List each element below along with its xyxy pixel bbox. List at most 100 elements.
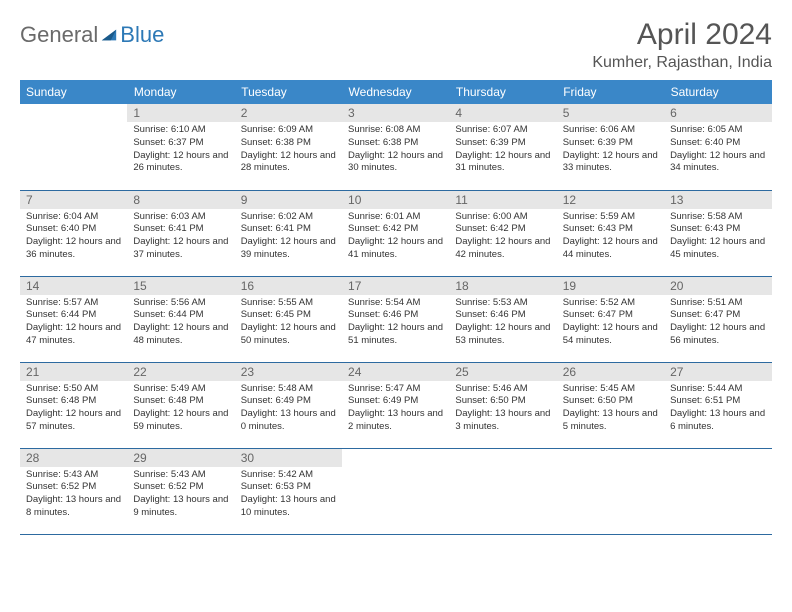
calendar-cell: 10Sunrise: 6:01 AMSunset: 6:42 PMDayligh…	[342, 190, 449, 276]
day-number: 19	[557, 277, 664, 295]
calendar-cell: 24Sunrise: 5:47 AMSunset: 6:49 PMDayligh…	[342, 362, 449, 448]
daylight-line: Daylight: 13 hours and 3 minutes.	[455, 408, 550, 434]
weekday-header: Wednesday	[342, 80, 449, 104]
day-number: 8	[127, 191, 234, 209]
sunset-line: Sunset: 6:39 PM	[563, 137, 658, 150]
sunset-line: Sunset: 6:40 PM	[26, 223, 121, 236]
day-number: 13	[664, 191, 771, 209]
daylight-line: Daylight: 12 hours and 39 minutes.	[241, 236, 336, 262]
day-content: Sunrise: 6:01 AMSunset: 6:42 PMDaylight:…	[342, 209, 449, 266]
day-content: Sunrise: 5:43 AMSunset: 6:52 PMDaylight:…	[127, 467, 234, 524]
calendar-cell: 13Sunrise: 5:58 AMSunset: 6:43 PMDayligh…	[664, 190, 771, 276]
calendar-cell: 1Sunrise: 6:10 AMSunset: 6:37 PMDaylight…	[127, 104, 234, 190]
calendar-row: 14Sunrise: 5:57 AMSunset: 6:44 PMDayligh…	[20, 276, 772, 362]
sunrise-line: Sunrise: 6:09 AM	[241, 124, 336, 137]
day-content: Sunrise: 6:04 AMSunset: 6:40 PMDaylight:…	[20, 209, 127, 266]
calendar-cell: 19Sunrise: 5:52 AMSunset: 6:47 PMDayligh…	[557, 276, 664, 362]
calendar-cell: 5Sunrise: 6:06 AMSunset: 6:39 PMDaylight…	[557, 104, 664, 190]
logo: General Blue	[20, 18, 164, 48]
daylight-line: Daylight: 12 hours and 33 minutes.	[563, 150, 658, 176]
day-content: Sunrise: 5:50 AMSunset: 6:48 PMDaylight:…	[20, 381, 127, 438]
sunrise-line: Sunrise: 6:03 AM	[133, 211, 228, 224]
day-content: Sunrise: 5:49 AMSunset: 6:48 PMDaylight:…	[127, 381, 234, 438]
day-number: 1	[127, 104, 234, 122]
sunset-line: Sunset: 6:43 PM	[563, 223, 658, 236]
sunrise-line: Sunrise: 5:43 AM	[133, 469, 228, 482]
day-number: 25	[449, 363, 556, 381]
day-number: 29	[127, 449, 234, 467]
sunrise-line: Sunrise: 6:07 AM	[455, 124, 550, 137]
daylight-line: Daylight: 12 hours and 37 minutes.	[133, 236, 228, 262]
sunrise-line: Sunrise: 6:04 AM	[26, 211, 121, 224]
sunrise-line: Sunrise: 5:51 AM	[670, 297, 765, 310]
day-number: 6	[664, 104, 771, 122]
day-content: Sunrise: 6:08 AMSunset: 6:38 PMDaylight:…	[342, 122, 449, 179]
sunset-line: Sunset: 6:47 PM	[563, 309, 658, 322]
sunset-line: Sunset: 6:52 PM	[133, 481, 228, 494]
calendar-cell: 21Sunrise: 5:50 AMSunset: 6:48 PMDayligh…	[20, 362, 127, 448]
day-number: 14	[20, 277, 127, 295]
title-block: April 2024 Kumher, Rajasthan, India	[592, 18, 772, 72]
daylight-line: Daylight: 12 hours and 54 minutes.	[563, 322, 658, 348]
daylight-line: Daylight: 12 hours and 28 minutes.	[241, 150, 336, 176]
daylight-line: Daylight: 13 hours and 6 minutes.	[670, 408, 765, 434]
sunrise-line: Sunrise: 5:42 AM	[241, 469, 336, 482]
day-number: 23	[235, 363, 342, 381]
sunset-line: Sunset: 6:40 PM	[670, 137, 765, 150]
daylight-line: Daylight: 12 hours and 30 minutes.	[348, 150, 443, 176]
calendar-header-row: SundayMondayTuesdayWednesdayThursdayFrid…	[20, 80, 772, 104]
day-number: 15	[127, 277, 234, 295]
sunset-line: Sunset: 6:45 PM	[241, 309, 336, 322]
sunrise-line: Sunrise: 5:43 AM	[26, 469, 121, 482]
daylight-line: Daylight: 13 hours and 0 minutes.	[241, 408, 336, 434]
calendar-cell: 18Sunrise: 5:53 AMSunset: 6:46 PMDayligh…	[449, 276, 556, 362]
day-content: Sunrise: 5:58 AMSunset: 6:43 PMDaylight:…	[664, 209, 771, 266]
day-content: Sunrise: 5:42 AMSunset: 6:53 PMDaylight:…	[235, 467, 342, 524]
day-number: 12	[557, 191, 664, 209]
sunrise-line: Sunrise: 5:52 AM	[563, 297, 658, 310]
logo-text-blue: Blue	[120, 22, 164, 48]
daylight-line: Daylight: 12 hours and 50 minutes.	[241, 322, 336, 348]
sunset-line: Sunset: 6:38 PM	[241, 137, 336, 150]
sunrise-line: Sunrise: 5:55 AM	[241, 297, 336, 310]
month-title: April 2024	[592, 18, 772, 52]
day-content: Sunrise: 6:02 AMSunset: 6:41 PMDaylight:…	[235, 209, 342, 266]
day-number: 28	[20, 449, 127, 467]
calendar-cell-empty	[342, 448, 449, 534]
sunset-line: Sunset: 6:41 PM	[133, 223, 228, 236]
calendar-cell: 29Sunrise: 5:43 AMSunset: 6:52 PMDayligh…	[127, 448, 234, 534]
sunset-line: Sunset: 6:48 PM	[133, 395, 228, 408]
day-number: 7	[20, 191, 127, 209]
calendar-cell: 6Sunrise: 6:05 AMSunset: 6:40 PMDaylight…	[664, 104, 771, 190]
sunrise-line: Sunrise: 5:44 AM	[670, 383, 765, 396]
sunset-line: Sunset: 6:49 PM	[241, 395, 336, 408]
daylight-line: Daylight: 12 hours and 36 minutes.	[26, 236, 121, 262]
sunset-line: Sunset: 6:44 PM	[26, 309, 121, 322]
calendar-cell-empty	[449, 448, 556, 534]
sunrise-line: Sunrise: 5:56 AM	[133, 297, 228, 310]
calendar-cell: 8 Sunrise: 6:03 AMSunset: 6:41 PMDaylight…	[127, 190, 234, 276]
sunrise-line: Sunrise: 5:46 AM	[455, 383, 550, 396]
day-number: 18	[449, 277, 556, 295]
daylight-line: Daylight: 12 hours and 31 minutes.	[455, 150, 550, 176]
daylight-line: Daylight: 12 hours and 34 minutes.	[670, 150, 765, 176]
sunset-line: Sunset: 6:53 PM	[241, 481, 336, 494]
day-content: Sunrise: 5:59 AMSunset: 6:43 PMDaylight:…	[557, 209, 664, 266]
sunrise-line: Sunrise: 5:50 AM	[26, 383, 121, 396]
day-content: Sunrise: 5:48 AMSunset: 6:49 PMDaylight:…	[235, 381, 342, 438]
sunrise-line: Sunrise: 5:49 AM	[133, 383, 228, 396]
day-content: Sunrise: 5:51 AMSunset: 6:47 PMDaylight:…	[664, 295, 771, 352]
sunset-line: Sunset: 6:44 PM	[133, 309, 228, 322]
day-content: Sunrise: 5:52 AMSunset: 6:47 PMDaylight:…	[557, 295, 664, 352]
day-content: Sunrise: 6:06 AMSunset: 6:39 PMDaylight:…	[557, 122, 664, 179]
sunrise-line: Sunrise: 6:00 AM	[455, 211, 550, 224]
day-number: 26	[557, 363, 664, 381]
sunset-line: Sunset: 6:37 PM	[133, 137, 228, 150]
sunset-line: Sunset: 6:38 PM	[348, 137, 443, 150]
calendar-row: 7Sunrise: 6:04 AMSunset: 6:40 PMDaylight…	[20, 190, 772, 276]
calendar-cell: 20Sunrise: 5:51 AMSunset: 6:47 PMDayligh…	[664, 276, 771, 362]
sunset-line: Sunset: 6:46 PM	[348, 309, 443, 322]
sunset-line: Sunset: 6:39 PM	[455, 137, 550, 150]
sunset-line: Sunset: 6:49 PM	[348, 395, 443, 408]
weekday-header: Saturday	[664, 80, 771, 104]
